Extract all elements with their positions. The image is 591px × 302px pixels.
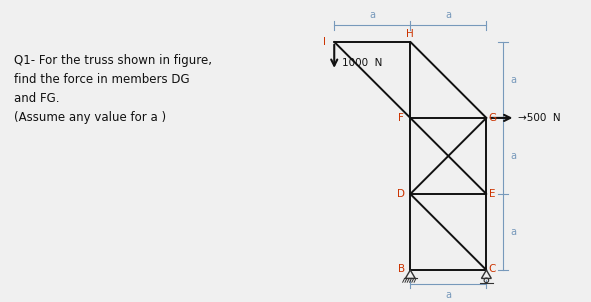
Text: a: a xyxy=(369,10,375,20)
Text: a: a xyxy=(446,290,452,300)
Text: C: C xyxy=(489,264,496,274)
Text: B: B xyxy=(398,264,405,274)
Text: I: I xyxy=(323,37,326,47)
Text: →500  N: →500 N xyxy=(518,113,561,123)
Text: a: a xyxy=(511,227,517,237)
Text: Q1- For the truss shown in figure,
find the force in members DG
and FG.
(Assume : Q1- For the truss shown in figure, find … xyxy=(14,54,212,124)
Text: a: a xyxy=(511,75,517,85)
Text: E: E xyxy=(489,189,496,199)
Text: 1000  N: 1000 N xyxy=(342,58,382,68)
Text: D: D xyxy=(397,189,405,199)
Text: G: G xyxy=(488,113,496,123)
Text: a: a xyxy=(446,10,452,20)
Text: F: F xyxy=(398,113,404,123)
Text: H: H xyxy=(407,29,414,39)
Text: a: a xyxy=(511,151,517,161)
